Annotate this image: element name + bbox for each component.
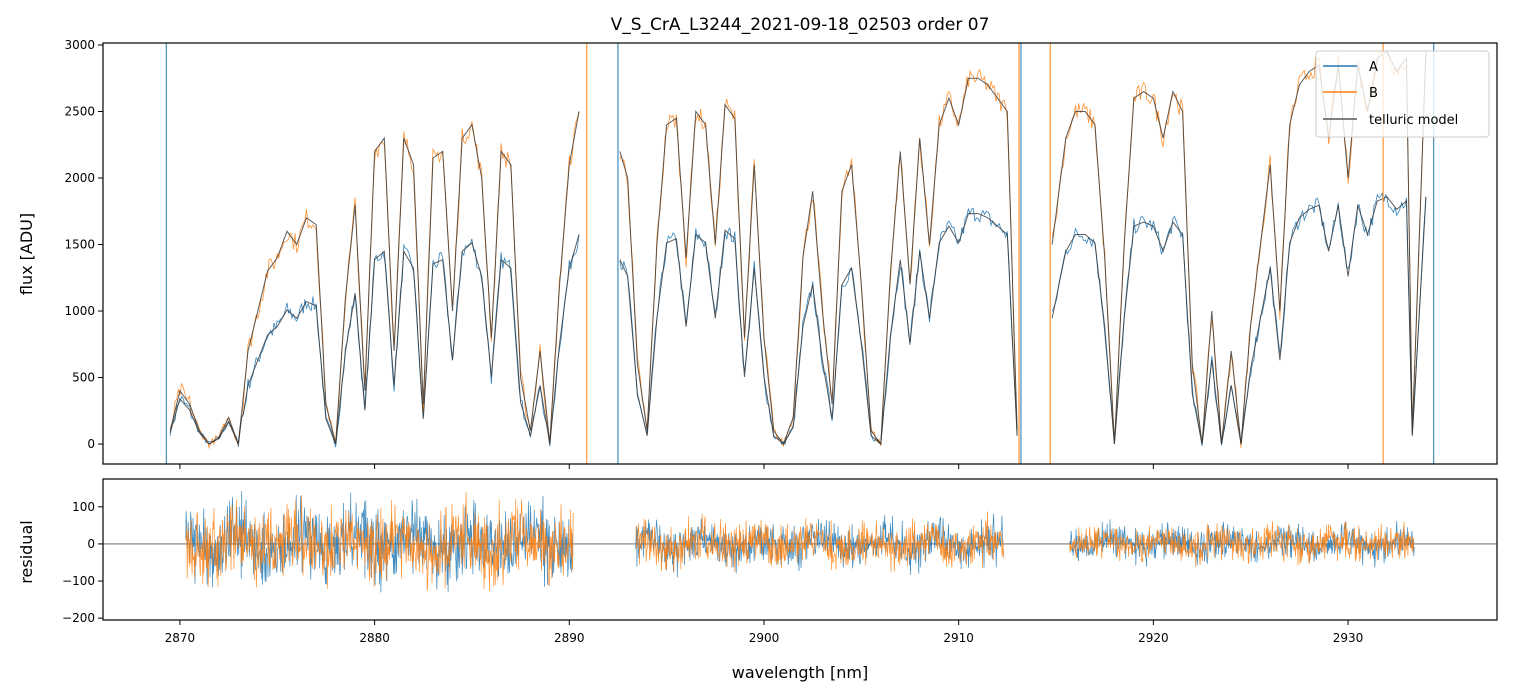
telluric-model-a-line [169,234,580,446]
legend-label-b: B [1369,86,1378,101]
y-tick-label-residual: −100 [62,574,95,588]
residual-panel [103,490,1497,593]
telluric-model-a-line [1051,196,1427,445]
legend-label-model: telluric model [1369,113,1458,128]
x-axis-label: wavelength [nm] [732,663,869,682]
x-tick-label: 2870 [165,631,196,645]
x-tick-label: 2910 [943,631,974,645]
y-tick-label-flux: 3000 [64,38,95,52]
y-tick-label-flux: 500 [72,371,95,385]
legend: A B telluric model [1315,50,1490,138]
residual-b-line [185,491,574,592]
y-tick-label-flux: 0 [87,437,95,451]
y-tick-label-flux: 2000 [64,171,95,185]
y-tick-label-flux: 1000 [64,304,95,318]
telluric-model-b-line [619,77,1018,446]
x-tick-label: 2930 [1333,631,1364,645]
series-a-line [169,234,580,448]
telluric-model-b-line [169,111,580,445]
y-tick-label-residual: −200 [62,611,95,625]
y-axis-label-residual: residual [17,520,36,583]
flux-panel [165,43,1435,464]
x-tick-label: 2900 [749,631,780,645]
y-tick-label-residual: 100 [72,500,95,514]
telluric-model-a-line [619,213,1018,445]
y-tick-label-flux: 2500 [64,105,95,119]
x-tick-label: 2880 [359,631,390,645]
flux-panel-frame [102,42,1498,465]
y-tick-label-flux: 1500 [64,238,95,252]
residual-b-line [635,511,1004,573]
y-axis-label-flux: flux [ADU] [17,213,36,295]
residual-panel-frame [102,478,1498,621]
residual-b-line [1069,521,1415,568]
x-tick-label: 2920 [1138,631,1169,645]
y-tick-label-residual: 0 [87,537,95,551]
series-a-line [619,207,1018,446]
legend-label-a: A [1369,60,1378,75]
chart-title: V_S_CrA_L3244_2021-09-18_02503 order 07 [611,15,990,35]
x-tick-label: 2890 [554,631,585,645]
